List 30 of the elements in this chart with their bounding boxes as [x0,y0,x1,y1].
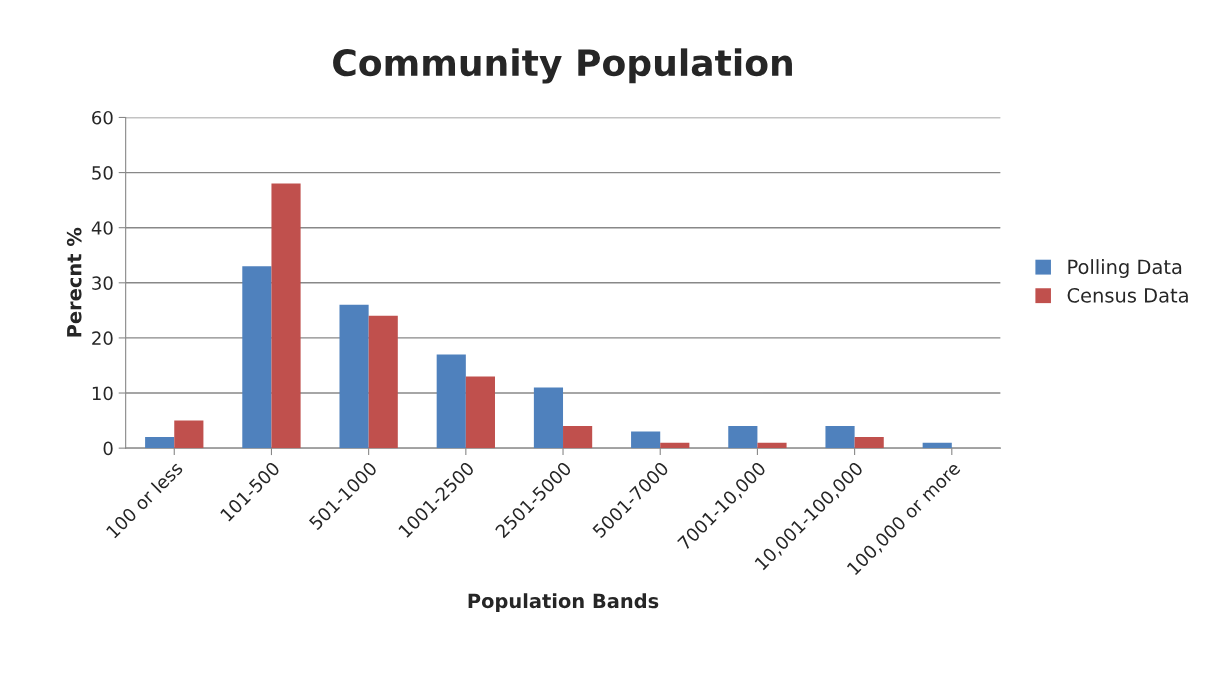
legend-label: Census Data [1067,288,1188,303]
bar [465,376,495,449]
bar [242,266,272,449]
y-tick-label: 0 [103,441,113,456]
legend-label: Polling Data [1068,259,1182,278]
bar [368,315,398,449]
y-tick-label: 10 [92,386,113,401]
bar [631,431,661,449]
bar [533,387,564,449]
bar [563,426,593,449]
y-tick-label: 40 [91,221,113,235]
bar [757,442,787,449]
bar [436,354,466,449]
bar [728,426,758,449]
x-axis-title: Population Bands [468,593,659,613]
bar [922,442,952,449]
y-tick-label: 30 [92,276,113,290]
y-tick-label: 60 [92,110,113,125]
bar [145,437,175,449]
bar [854,437,884,449]
bar [271,183,301,449]
y-tick-label: 20 [92,331,113,346]
bar [825,426,855,449]
y-tick-label: 50 [92,166,113,180]
bar [174,420,204,449]
y-axis-title: Perecnt % [66,227,82,337]
x-tick-label: 100 or less [105,460,184,539]
bar [660,442,690,449]
chart-title: Community Population [333,48,792,84]
bar [339,304,369,449]
